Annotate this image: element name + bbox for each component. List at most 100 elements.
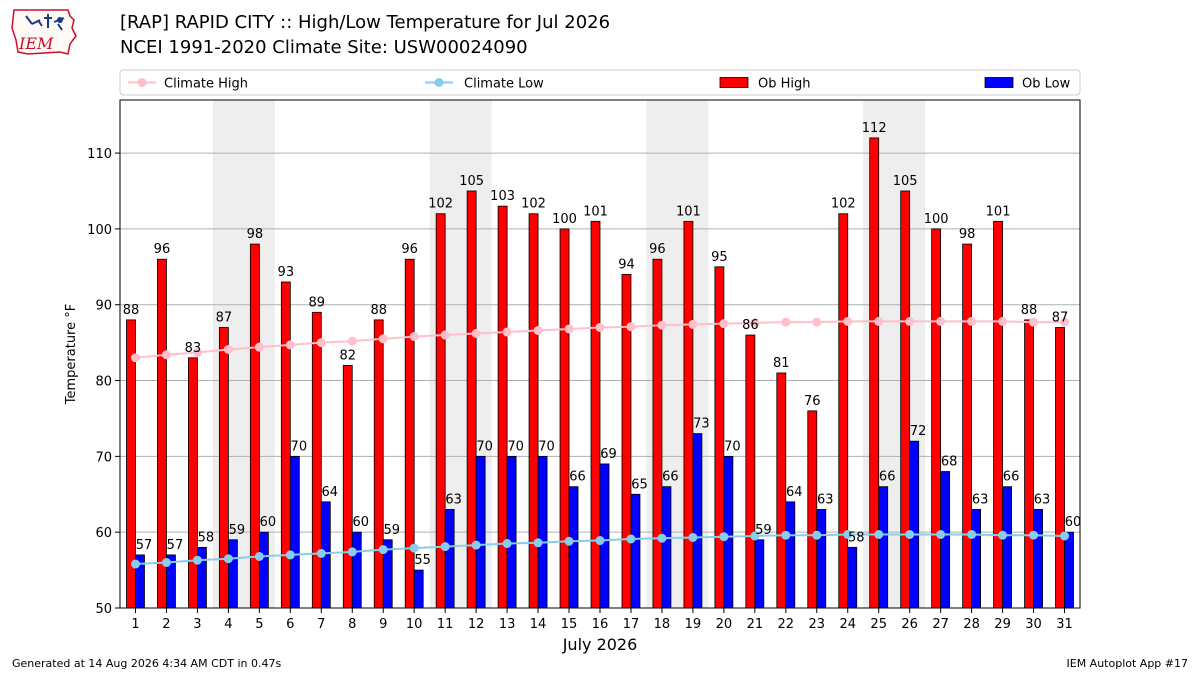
climate-low-point [254, 551, 264, 561]
ob-high-label: 102 [428, 197, 453, 212]
climate-low-point [471, 540, 481, 550]
climate-low-point [688, 532, 698, 542]
y-tick-label: 90 [95, 299, 112, 314]
x-tick-label: 15 [561, 617, 578, 632]
chart-title: [RAP] RAPID CITY :: High/Low Temperature… [120, 12, 611, 33]
legend-ob-low-swatch [984, 77, 1014, 88]
x-tick-label: 16 [592, 617, 609, 632]
climate-low-point [936, 529, 946, 539]
ob-low-bar [413, 569, 424, 609]
ob-high-label: 98 [247, 227, 264, 242]
ob-high-bar [342, 364, 353, 609]
ob-low-label: 73 [693, 417, 710, 432]
ob-high-bar [528, 213, 539, 609]
ob-low-label: 57 [136, 538, 153, 553]
ob-high-bar [590, 220, 601, 609]
x-tick-label: 29 [994, 617, 1011, 632]
climate-low-point [1029, 530, 1039, 540]
ob-low-label: 59 [755, 523, 772, 538]
ob-low-label: 66 [662, 470, 679, 485]
climate-high-point [657, 320, 667, 330]
ob-low-label: 59 [229, 523, 246, 538]
ob-low-bar [1002, 486, 1012, 609]
iem-logo: IEM [11, 9, 77, 55]
x-tick-label: 6 [286, 617, 294, 632]
ob-low-bar [289, 455, 300, 609]
x-tick-label: 3 [193, 617, 201, 632]
x-tick-label: 23 [809, 617, 826, 632]
ob-high-bar [900, 190, 911, 609]
x-tick-label: 14 [530, 617, 547, 632]
x-tick-label: 11 [437, 617, 454, 632]
climate-high-point [440, 330, 450, 340]
ob-high-bar [157, 258, 167, 609]
ob-low-label: 55 [414, 553, 431, 568]
ob-low-label: 65 [631, 477, 648, 492]
ob-high-label: 95 [711, 250, 728, 265]
ob-high-label: 100 [924, 212, 949, 227]
climate-high-point [595, 322, 605, 332]
climate-high-point [471, 329, 481, 339]
x-tick-label: 27 [932, 617, 949, 632]
ob-low-label: 58 [848, 530, 865, 545]
climate-high-point [409, 332, 419, 342]
ob-high-label: 96 [154, 242, 171, 257]
ob-low-label: 64 [786, 485, 803, 500]
ob-high-label: 98 [959, 227, 976, 242]
ob-low-bar [816, 509, 827, 609]
climate-high-point [564, 324, 574, 334]
ob-high-bar [1055, 327, 1065, 609]
ob-high-bar [776, 372, 787, 609]
x-tick-label: 28 [963, 617, 980, 632]
y-tick-label: 50 [95, 602, 112, 617]
x-tick-label: 4 [224, 617, 232, 632]
climate-low-point [905, 529, 915, 539]
climate-low-point [440, 542, 450, 552]
climate-low-point [781, 530, 791, 540]
climate-high-point [285, 340, 295, 350]
y-tick-label: 100 [87, 223, 112, 238]
ob-low-label: 63 [445, 492, 462, 507]
climate-low-point [192, 555, 202, 565]
ob-high-label: 89 [309, 295, 326, 310]
x-tick-label: 9 [379, 617, 387, 632]
ob-low-bar [630, 493, 641, 609]
ob-low-bar [847, 546, 858, 609]
ob-low-label: 63 [972, 492, 989, 507]
climate-high-point [161, 350, 171, 360]
ob-low-label: 70 [507, 439, 524, 454]
ob-high-bar [714, 266, 725, 609]
climate-high-point [130, 353, 140, 363]
climate-high-point [254, 342, 264, 352]
ob-high-label: 112 [862, 121, 887, 136]
climate-low-point [1060, 531, 1070, 541]
ob-low-bar [785, 501, 796, 609]
x-tick-label: 30 [1025, 617, 1042, 632]
ob-high-label: 101 [986, 204, 1011, 219]
ob-high-label: 101 [676, 204, 701, 219]
ob-low-label: 70 [724, 439, 741, 454]
ob-low-label: 57 [167, 538, 184, 553]
ob-low-label: 64 [322, 485, 339, 500]
ob-high-bar [404, 258, 415, 609]
ob-high-label: 93 [278, 265, 295, 280]
climate-high-point [688, 319, 698, 329]
ob-low-bar [537, 455, 548, 609]
x-tick-label: 5 [255, 617, 263, 632]
climate-low-point [316, 548, 326, 558]
ob-high-label: 105 [459, 174, 484, 189]
ob-low-bar [258, 531, 269, 609]
climate-high-point [316, 338, 326, 348]
climate-low-point [595, 536, 605, 546]
y-tick-label: 70 [95, 450, 112, 465]
ob-high-label: 87 [216, 310, 233, 325]
legend-ob-high-label: Ob High [758, 77, 811, 92]
climate-low-point [812, 530, 822, 540]
climate-high-point [750, 318, 760, 328]
x-tick-label: 2 [162, 617, 170, 632]
legend-ob-low-label: Ob Low [1022, 77, 1071, 92]
climate-low-point [502, 539, 512, 549]
ob-high-label: 86 [742, 318, 759, 333]
ob-low-label: 60 [352, 515, 369, 530]
ob-high-label: 82 [339, 348, 356, 363]
